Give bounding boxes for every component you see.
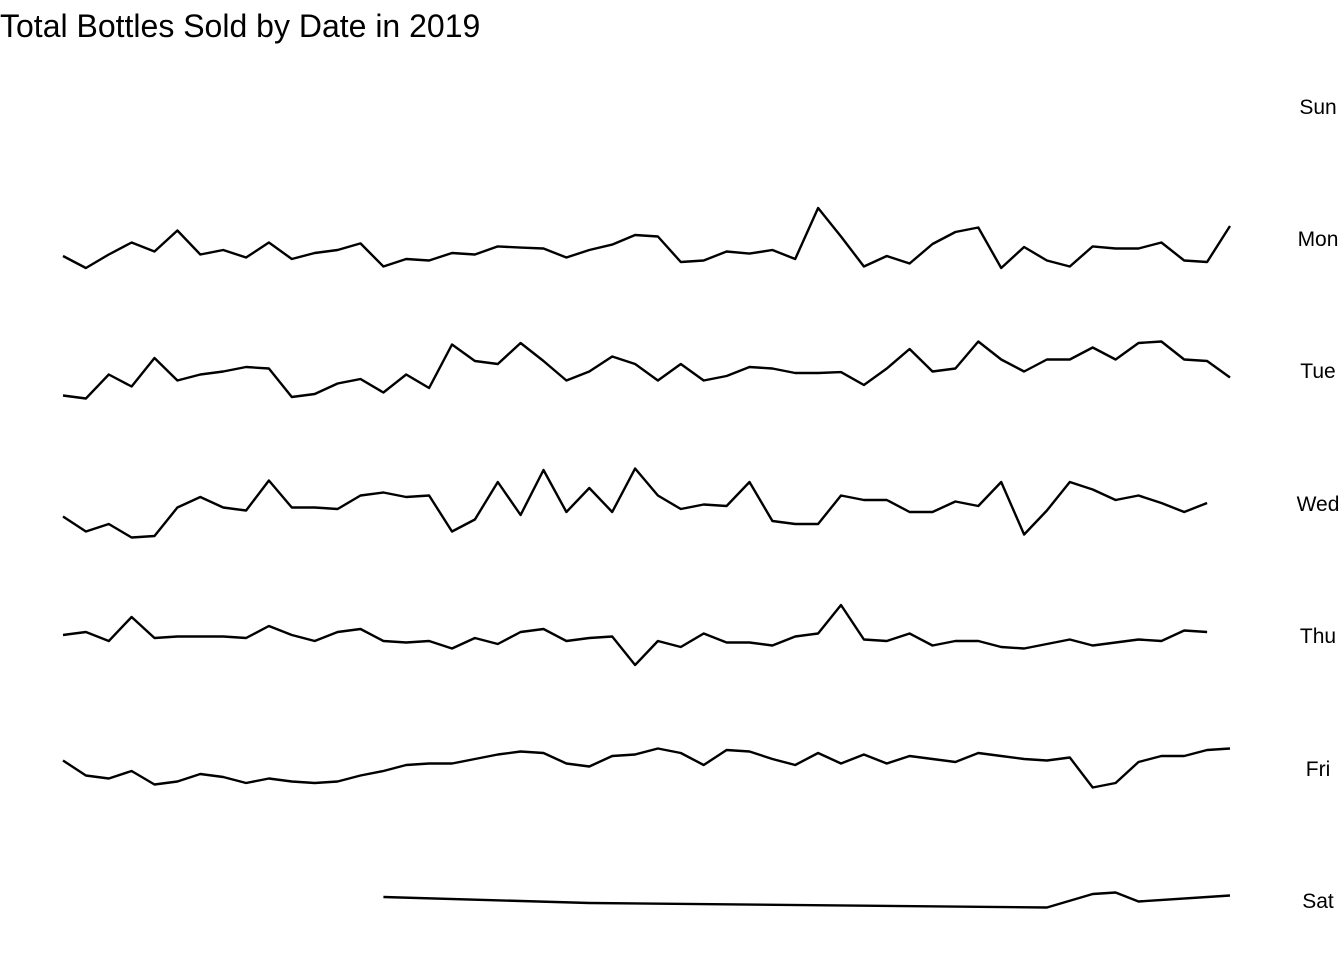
series-line-sat [383,891,1231,909]
chart-title: Total Bottles Sold by Date in 2019 [0,8,481,44]
series-line-mon [62,206,1232,270]
facet-label-thu: Thu [1300,625,1336,648]
series-line-thu [62,603,1208,667]
facet-label-mon: Mon [1298,228,1339,251]
facet-label-tue: Tue [1300,360,1335,383]
series-line-fri [62,747,1231,789]
facet-label-fri: Fri [1306,758,1331,781]
series-line-wed [62,467,1208,539]
facet-label-sat: Sat [1302,890,1334,913]
series-line-tue [62,340,1231,400]
facet-label-sun: Sun [1299,96,1336,119]
facet-label-wed: Wed [1297,493,1340,516]
